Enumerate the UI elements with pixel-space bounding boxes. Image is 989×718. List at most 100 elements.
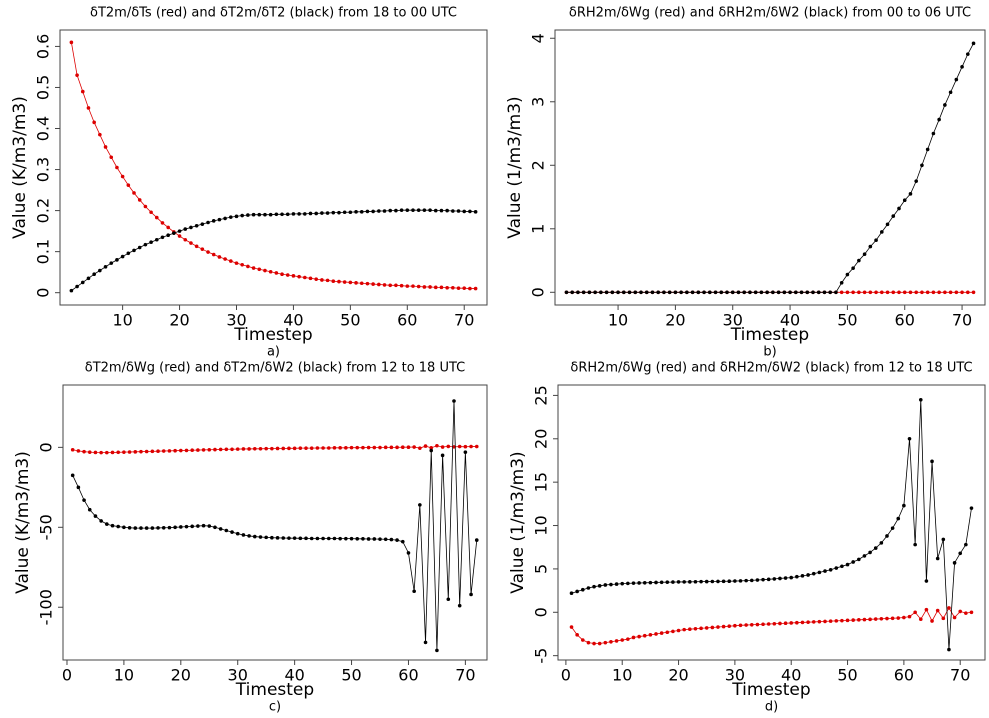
data-point — [931, 290, 936, 295]
data-point — [772, 621, 777, 626]
data-point — [879, 541, 884, 545]
data-point — [749, 622, 754, 627]
data-point — [719, 290, 724, 295]
data-point — [92, 120, 96, 125]
data-point — [693, 626, 698, 631]
data-point — [411, 208, 415, 212]
data-point — [86, 106, 91, 110]
y-tick-label: 0.3 — [34, 157, 53, 182]
data-point — [834, 566, 839, 570]
data-point — [644, 290, 649, 295]
data-point — [452, 399, 456, 403]
data-point — [132, 191, 136, 195]
data-point — [868, 290, 873, 295]
data-point — [406, 551, 411, 555]
data-point — [70, 447, 75, 452]
data-point — [366, 537, 371, 541]
data-point — [365, 209, 370, 214]
data-point — [69, 288, 74, 293]
data-point — [862, 252, 867, 256]
data-point — [880, 230, 884, 234]
x-tick-label: 40 — [781, 666, 801, 685]
data-point — [200, 222, 205, 226]
data-point — [457, 603, 462, 608]
data-point — [439, 208, 444, 213]
data-point — [230, 530, 234, 534]
data-point — [776, 290, 781, 295]
data-point — [433, 208, 438, 213]
x-tick-label: 60 — [895, 311, 915, 330]
data-point — [873, 546, 878, 550]
series-line — [71, 209, 476, 291]
data-point — [966, 290, 970, 295]
data-point — [620, 638, 625, 642]
data-point — [190, 448, 194, 453]
data-point — [868, 617, 872, 622]
data-point — [331, 279, 336, 283]
y-tick-label: 20 — [532, 429, 551, 449]
data-point — [941, 537, 946, 542]
data-point — [822, 290, 827, 295]
y-tick-label: 0 — [34, 288, 53, 298]
data-point — [755, 622, 760, 627]
data-point — [954, 290, 959, 295]
data-point — [298, 536, 303, 541]
data-point — [308, 276, 313, 281]
data-point — [218, 447, 223, 452]
data-point — [688, 580, 692, 584]
data-point — [120, 254, 125, 259]
data-point — [947, 606, 951, 610]
data-point — [642, 633, 647, 638]
data-point — [648, 580, 653, 585]
data-point — [87, 450, 92, 454]
data-point — [622, 290, 626, 295]
data-point — [139, 449, 143, 454]
data-point — [297, 274, 301, 279]
data-point — [890, 526, 895, 530]
data-point — [137, 245, 142, 250]
data-point — [626, 637, 630, 641]
data-point — [469, 592, 473, 597]
data-point — [862, 554, 867, 558]
data-point — [748, 290, 752, 295]
data-point — [834, 619, 839, 623]
data-point — [614, 639, 619, 643]
data-point — [246, 264, 250, 269]
data-point — [593, 290, 597, 295]
data-point — [211, 252, 216, 257]
data-point — [196, 524, 200, 528]
data-point — [576, 290, 580, 295]
data-point — [688, 627, 692, 632]
data-point — [189, 225, 193, 230]
data-point — [671, 580, 675, 584]
data-point — [156, 449, 160, 453]
data-point — [184, 448, 189, 453]
data-point — [435, 648, 439, 653]
x-tick-label: 40 — [780, 311, 800, 330]
data-point — [592, 584, 596, 589]
data-point — [355, 445, 360, 450]
data-point — [321, 536, 325, 541]
data-point — [161, 449, 166, 453]
data-point — [474, 538, 479, 542]
data-point — [234, 214, 239, 219]
x-tick-label: 50 — [837, 666, 857, 685]
data-point — [935, 556, 940, 561]
data-point — [742, 290, 746, 295]
data-point — [116, 524, 121, 529]
data-point — [971, 41, 976, 46]
data-point — [654, 632, 658, 636]
data-point — [446, 444, 451, 449]
data-point — [405, 284, 410, 288]
data-point — [297, 212, 301, 216]
data-point — [251, 266, 256, 270]
data-point — [690, 290, 695, 295]
data-point — [570, 290, 574, 295]
data-point — [270, 535, 274, 540]
x-tick-label: 60 — [398, 666, 418, 685]
y-tick-label: 2 — [529, 160, 548, 170]
data-point — [377, 282, 381, 287]
data-point — [422, 208, 427, 212]
data-point — [879, 616, 884, 621]
data-point — [167, 449, 172, 453]
